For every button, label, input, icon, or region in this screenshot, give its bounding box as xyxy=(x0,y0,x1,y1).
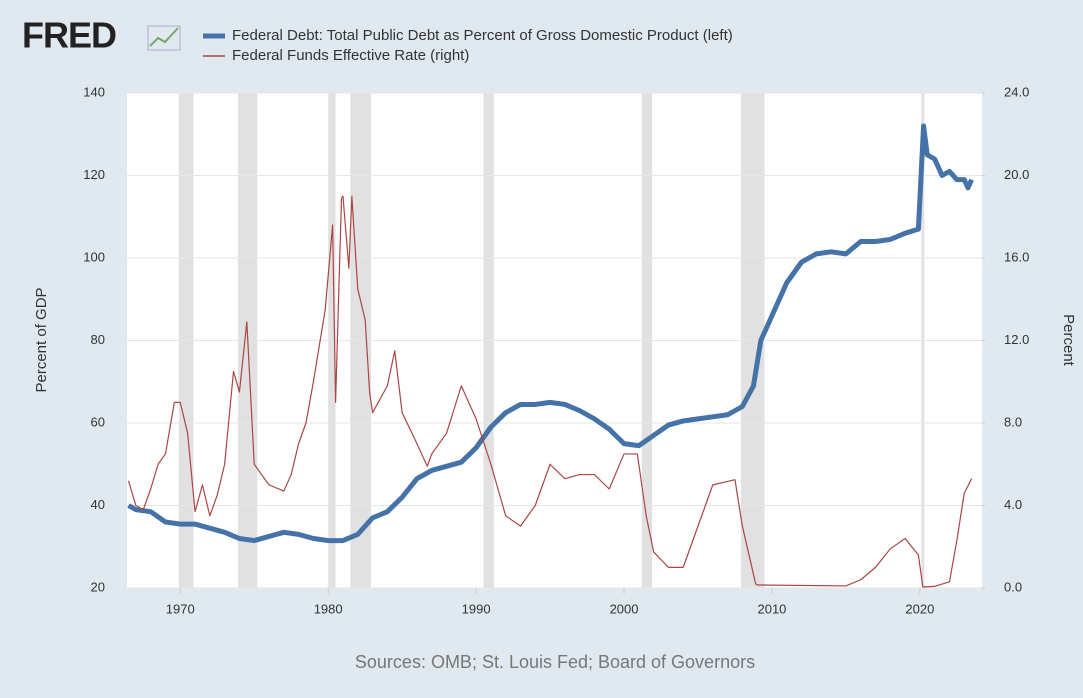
brand-logo: FRED xyxy=(22,15,116,56)
x-tick-label: 1990 xyxy=(462,601,491,616)
y2-tick-label: 0.0 xyxy=(1004,579,1022,594)
y-tick-label: 80 xyxy=(91,332,105,347)
y2-tick-label: 12.0 xyxy=(1004,332,1029,347)
y-axis-title: Percent of GDP xyxy=(33,287,50,392)
legend-label: Federal Funds Effective Rate (right) xyxy=(232,47,469,64)
data-line xyxy=(127,195,973,588)
legend-label: Federal Debt: Total Public Debt as Perce… xyxy=(232,27,733,44)
x-tick-label: 2010 xyxy=(757,601,786,616)
y-tick-label: 60 xyxy=(91,414,105,429)
y2-tick-label: 8.0 xyxy=(1004,414,1022,429)
y-tick-label: 100 xyxy=(83,249,105,264)
y-tick-label: 20 xyxy=(91,579,105,594)
y2-tick-label: 24.0 xyxy=(1004,84,1029,99)
y2-tick-label: 20.0 xyxy=(1004,167,1029,182)
y2-tick-label: 4.0 xyxy=(1004,497,1022,512)
y-tick-label: 40 xyxy=(91,497,105,512)
y-tick-label: 140 xyxy=(83,84,105,99)
y2-axis-title: Percent xyxy=(1060,314,1077,367)
y2-tick-label: 16.0 xyxy=(1004,249,1029,264)
x-tick-label: 2000 xyxy=(610,601,639,616)
y-tick-label: 120 xyxy=(83,167,105,182)
data-line xyxy=(127,123,974,544)
logo-icon xyxy=(147,25,181,51)
x-tick-label: 1970 xyxy=(166,601,195,616)
x-tick-label: 2020 xyxy=(905,601,934,616)
x-tick-label: 1980 xyxy=(314,601,343,616)
source-note: Sources: OMB; St. Louis Fed; Board of Go… xyxy=(355,652,755,672)
